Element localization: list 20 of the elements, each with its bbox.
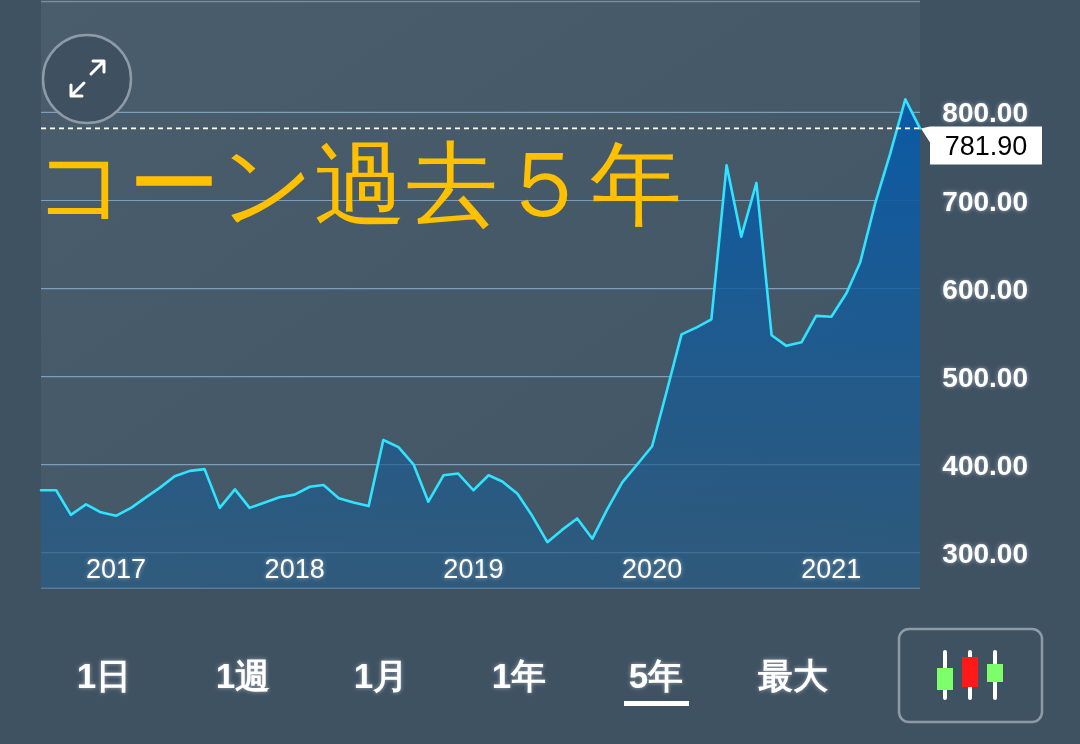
range-label: 1年 [491,655,547,695]
y-tick-label: 700.00 [942,185,1028,216]
x-tick-label: 2020 [622,554,683,584]
title: コーン過去５年 [34,131,682,238]
ref-label: 781.90 [921,126,1042,165]
y-tick-label: 500.00 [942,361,1028,393]
range-label: 1月 [353,655,409,695]
y-tick-label: 600.00 [942,273,1028,305]
range-label: 最大 [758,655,828,695]
x-tick-label: 2021 [801,554,862,584]
y-tick-label: 400.00 [942,449,1028,481]
x-tick-label: 2019 [443,554,504,584]
range-label: 1日 [76,655,132,695]
range-label: 1週 [215,655,271,695]
ref-line-label: 781.90 [944,131,1028,162]
x-tick-label: 2018 [264,554,325,584]
y-tick-label: 800.00 [942,96,1028,128]
x-tick-label: 2017 [85,554,146,584]
range-label: 5年 [628,655,684,695]
y-tick-label: 300.00 [942,537,1028,569]
